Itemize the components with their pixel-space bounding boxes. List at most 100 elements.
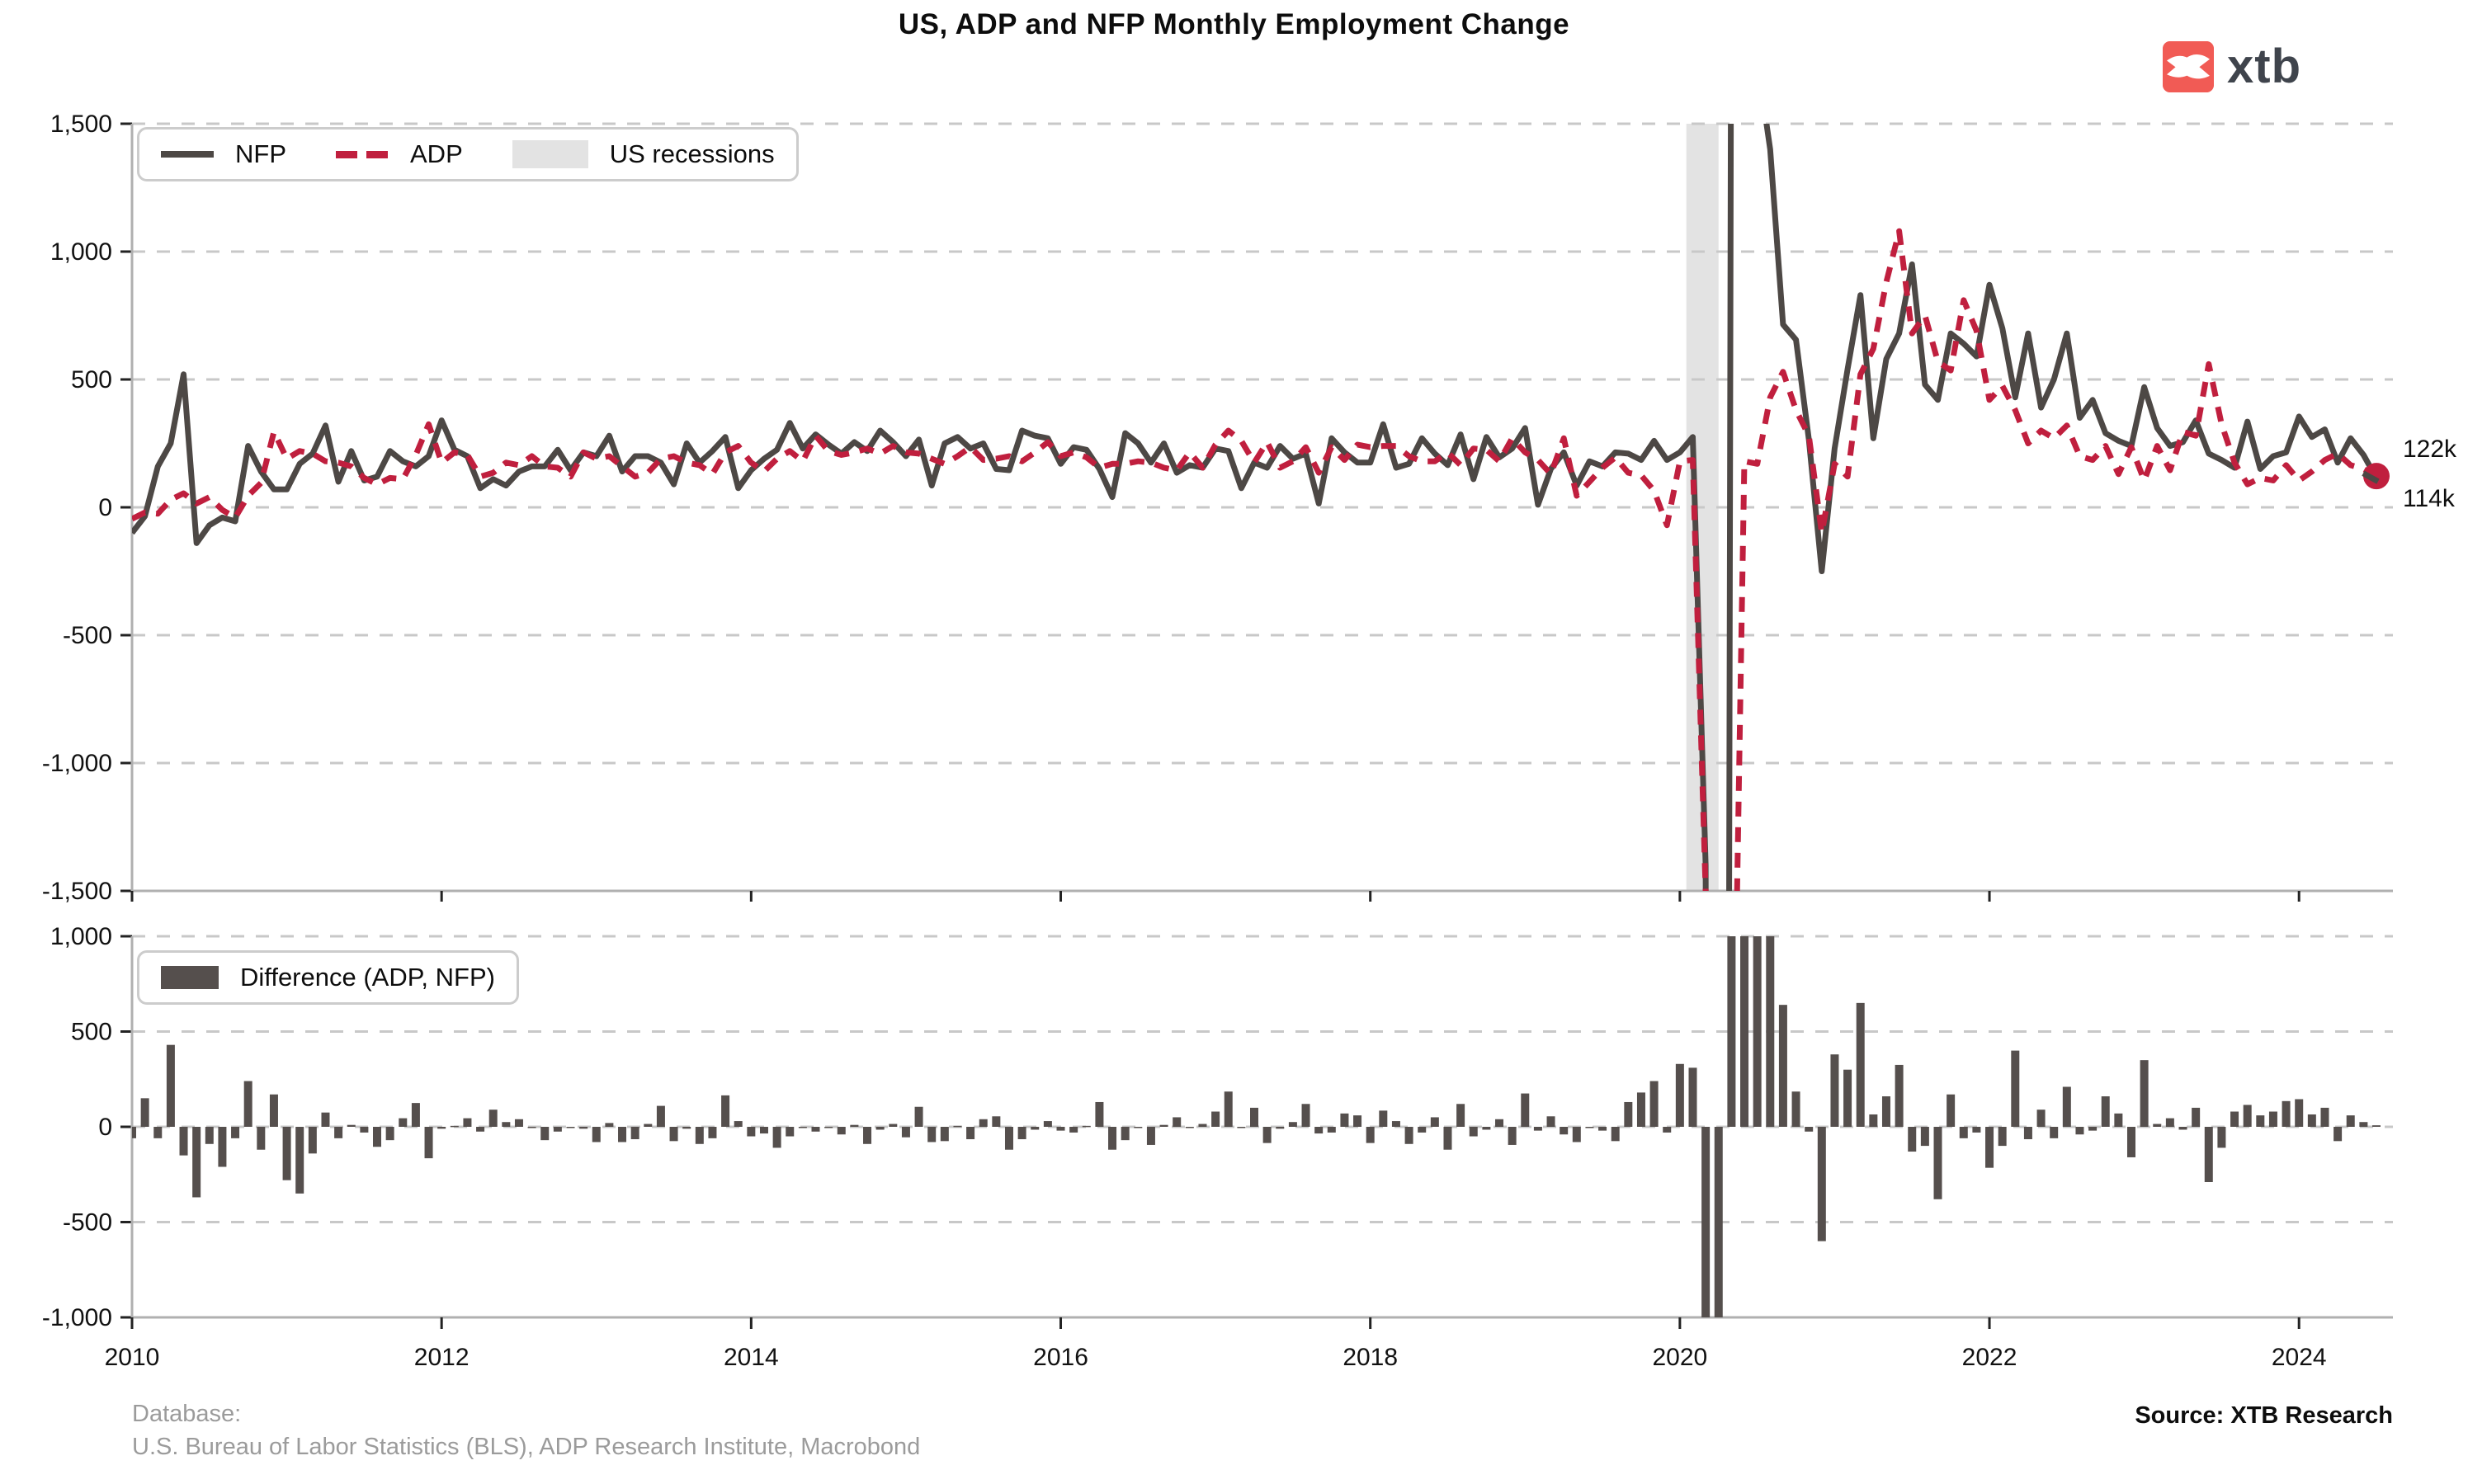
- top-y-tick-label: 1,500: [50, 111, 112, 138]
- xtb-logo: xtb: [2163, 41, 2301, 92]
- x-axis-year-label: 2014: [724, 1344, 779, 1371]
- difference-bar: [953, 1125, 962, 1128]
- difference-bar: [1288, 1122, 1297, 1127]
- difference-bar: [605, 1123, 614, 1127]
- difference-bar: [566, 1127, 575, 1128]
- difference-bar: [399, 1118, 408, 1127]
- difference-bar: [463, 1118, 472, 1127]
- legend-item-difference: Difference (ADP, NFP): [161, 963, 495, 992]
- difference-bar: [1805, 1127, 1814, 1132]
- difference-bar: [2036, 1109, 2046, 1127]
- difference-bar: [786, 1127, 795, 1137]
- difference-bar: [669, 1127, 678, 1142]
- difference-bar: [308, 1127, 317, 1154]
- difference-bar: [166, 1044, 175, 1127]
- difference-bar: [295, 1127, 304, 1194]
- difference-bar: [850, 1124, 859, 1127]
- database-sources: U.S. Bureau of Labor Statistics (BLS), A…: [132, 1434, 921, 1460]
- difference-bar: [1108, 1127, 1117, 1150]
- difference-bar: [992, 1116, 1001, 1127]
- difference-bar: [1649, 1081, 1659, 1127]
- difference-bar: [450, 1125, 459, 1128]
- top-y-tick-label: -1,000: [42, 750, 112, 777]
- database-label: Database:: [132, 1401, 242, 1427]
- difference-bar: [772, 1127, 781, 1148]
- adp-end-dot: [2363, 463, 2390, 490]
- difference-bar: [1778, 1005, 1787, 1127]
- database-note: Database: U.S. Bureau of Labor Statistic…: [132, 1397, 920, 1463]
- difference-bar: [282, 1127, 291, 1180]
- difference-bar: [1173, 1117, 1182, 1127]
- difference-bar: [1521, 1093, 1530, 1127]
- difference-bar: [1004, 1127, 1013, 1150]
- difference-bar: [437, 1127, 446, 1129]
- difference-bar: [269, 1094, 278, 1127]
- difference-bar: [1933, 1127, 1942, 1199]
- difference-bar: [2011, 1050, 2020, 1127]
- top-y-tick-label: -500: [63, 622, 112, 649]
- difference-bar: [2023, 1127, 2032, 1140]
- difference-bar: [837, 1127, 846, 1135]
- difference-bar: [1482, 1127, 1491, 1130]
- legend-label-recessions: US recessions: [609, 139, 775, 168]
- top-y-tick-label: 500: [71, 366, 112, 393]
- difference-bar: [2230, 1111, 2239, 1127]
- x-axis-year-label: 2016: [1033, 1344, 1088, 1371]
- difference-bar: [2192, 1107, 2201, 1127]
- difference-bar: [257, 1127, 266, 1150]
- difference-bar: [1198, 1124, 1207, 1127]
- difference-bar: [1546, 1116, 1555, 1127]
- difference-bar: [1443, 1127, 1452, 1150]
- difference-bar: [747, 1127, 756, 1137]
- difference-bar: [1159, 1124, 1168, 1127]
- difference-bars: [132, 936, 2381, 1317]
- xtb-logo-text: xtb: [2227, 40, 2301, 93]
- difference-bar: [1224, 1091, 1233, 1127]
- difference-bar: [411, 1103, 420, 1127]
- source-note: Source: XTB Research: [2135, 1402, 2393, 1429]
- difference-bar: [2334, 1127, 2343, 1142]
- difference-bar: [2126, 1127, 2135, 1157]
- difference-bar: [1688, 1067, 1697, 1127]
- difference-bar: [1327, 1127, 1336, 1133]
- difference-bar: [1636, 1092, 1645, 1127]
- difference-bar: [1456, 1104, 1465, 1127]
- difference-bar: [192, 1127, 201, 1198]
- difference-bar: [2268, 1111, 2277, 1127]
- difference-bar: [863, 1127, 872, 1144]
- difference-bar: [889, 1124, 898, 1127]
- difference-bar: [579, 1127, 588, 1129]
- difference-bar: [708, 1127, 717, 1138]
- difference-bar: [1211, 1111, 1220, 1127]
- x-axis-year-label: 2010: [105, 1344, 160, 1371]
- difference-bar: [1869, 1114, 1878, 1127]
- difference-bar: [321, 1112, 330, 1127]
- difference-bar: [1031, 1127, 1040, 1130]
- difference-bar: [2295, 1099, 2304, 1127]
- difference-bar: [527, 1127, 536, 1128]
- nfp-line-swatch: [161, 151, 214, 158]
- x-axis-year-label: 2020: [1652, 1344, 1707, 1371]
- bottom-y-tick-label: 0: [98, 1114, 112, 1141]
- difference-bar: [618, 1127, 627, 1142]
- difference-bar: [140, 1098, 149, 1127]
- page-title: US, ADP and NFP Monthly Employment Chang…: [898, 8, 1570, 40]
- difference-bar: [1663, 1127, 1672, 1133]
- difference-bar: [2075, 1127, 2084, 1135]
- difference-bar: [218, 1127, 227, 1167]
- top-y-tick-label: 0: [98, 494, 112, 521]
- difference-bar: [1972, 1127, 1981, 1133]
- difference-bar: [1908, 1127, 1917, 1152]
- difference-bar: [1301, 1104, 1310, 1127]
- adp-line: [132, 228, 2378, 891]
- difference-bar: [2372, 1125, 2381, 1127]
- difference-bar: [2165, 1118, 2174, 1127]
- difference-bar: [205, 1127, 214, 1144]
- difference-bar: [1624, 1101, 1633, 1127]
- difference-bar: [644, 1124, 653, 1127]
- difference-bar: [2062, 1086, 2071, 1127]
- difference-bar: [1959, 1127, 1968, 1138]
- difference-bar: [1237, 1127, 1246, 1128]
- difference-bar: [630, 1127, 639, 1140]
